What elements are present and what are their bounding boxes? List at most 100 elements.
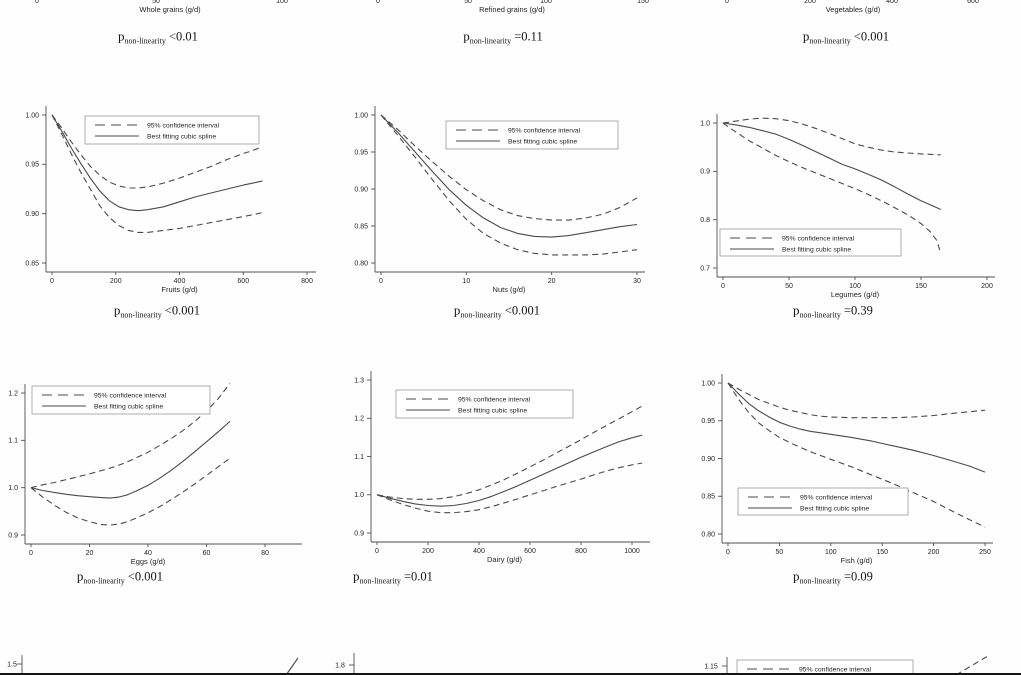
lower-ci-curve [727,382,986,528]
x-tick-label: 50 [464,0,472,5]
tick-label: 1.2 [8,390,18,397]
tick-label: 0.90 [354,186,368,193]
legend-box [736,659,914,675]
tick-label: 1.1 [354,454,364,461]
tick-label: 250 [979,549,991,556]
tick-label: 200 [981,283,993,290]
tick-label: 30 [633,278,641,285]
tick-label: 0.90 [25,211,39,218]
tick-label: 100 [849,283,861,290]
x-axis-title: Legumes (g/d) [831,290,880,299]
p-nonlinearity-fruits: pnon-linearity <0.001 [113,302,201,320]
p-nonlinearity-dairy: pnon-linearity =0.01 [353,568,433,586]
dashed-curve-fragment [955,655,989,675]
tick-label: 1.8 [335,663,345,670]
legend-box [31,385,211,415]
tick-label: 1.1 [8,438,18,445]
legend-label: 95% confidence interval [94,393,167,400]
legend-box [737,487,909,516]
x-tick-label: 50 [152,0,160,5]
tick-label: 0.95 [25,162,39,169]
legend-label: Best fitting cubic spline [800,506,869,513]
tick-label: 0 [721,283,725,290]
tick-label: 0.85 [701,494,715,501]
upper-ci-curve [30,383,231,489]
chart-fruits: 0.85 0.90 0.95 1.00 0 200 400 600 800 Fruits (g/d… [0,100,340,330]
chart-whole-grains-partial: 0 50 100 Whole grains (g/d) pnon-linearity <… [0,0,340,55]
legend-box [445,120,619,150]
spline-curve [376,434,643,507]
tick-label: 800 [301,278,313,285]
tick-label: 100 [825,549,837,556]
x-axis-title: Eggs (g/d) [131,557,166,566]
p-nonlinearity-refined-grains: pnon-linearity =0.11 [463,28,543,46]
plot-fruits: 0.85 0.90 0.95 1.00 0 200 400 600 800 Fruits (g/d… [25,106,316,294]
tick-label: 60 [203,550,211,557]
x-tick-label: 150 [637,0,649,5]
legend-label: Best fitting cubic spline [94,404,163,411]
lower-ci-curve [380,114,638,256]
x-axis-title: Dairy (g/d) [487,555,523,564]
upper-ci-curve [380,114,638,221]
p-nonlinearity-vegetables: pnon-linearity <0.001 [802,28,890,46]
tick-label: 1.00 [25,112,39,119]
tick-label: 0 [726,549,730,556]
x-tick-label: 100 [540,0,552,5]
plot-dairy: 0.9 1.0 1.1 1.2 1.3 0 200 400 600 800 1000 Dairy (g… [354,371,650,564]
legend-box [395,389,574,419]
legend-label: Best fitting cubic spline [508,139,577,146]
p-nonlinearity-nuts: pnon-linearity <0.001 [453,302,541,320]
tick-label: 600 [237,278,249,285]
plot-legumes: 0.7 0.8 0.9 1.0 0 50 100 150 200 Legumes (g/d) 95%… [700,114,995,299]
x-tick-label: 0 [376,0,380,5]
lower-ci-curve [376,462,643,514]
tick-label: 0 [29,550,33,557]
spline-curve [51,114,263,212]
lower-ci-curve [722,122,942,254]
tick-label: 0.85 [354,223,368,230]
spline-curve [722,122,942,211]
tick-label: 50 [785,283,793,290]
tick-label: 1.00 [354,112,368,119]
x-tick-label: 600 [967,0,979,5]
tick-label: 200 [422,548,434,555]
chart-legumes: 0.7 0.8 0.9 1.0 0 50 100 150 200 Legumes (g/d) 95%… [680,100,1021,330]
p-nonlinearity-eggs: pnon-linearity <0.001 [76,568,164,586]
p-nonlinearity-legumes: pnon-linearity =0.39 [793,302,873,320]
p-nonlinearity-fish: pnon-linearity =0.09 [793,568,873,586]
tick-label: 1.0 [354,492,364,499]
upper-ci-curve [727,382,986,419]
x-tick-label: 0 [35,0,39,5]
lower-ci-curve [30,457,231,526]
tick-label: 1.0 [700,120,710,127]
tick-label: 1.0 [8,485,18,492]
tick-label: 800 [575,548,587,555]
tick-label: 0.9 [354,530,364,537]
chart-dairy: 0.9 1.0 1.1 1.2 1.3 0 200 400 600 800 1000 Dairy (g… [340,365,680,595]
chart-fish: 0.80 0.85 0.90 0.95 1.00 0 50 100 150 200 250 Fish … [680,365,1021,595]
tick-label: 150 [915,283,927,290]
tick-label: 400 [473,548,485,555]
tick-label: 0.9 [8,532,18,539]
legend-box [719,228,902,257]
tick-label: 50 [776,549,784,556]
tick-label: 200 [110,278,122,285]
tick-label: 0.7 [700,265,710,272]
chart-row4-partial-strip: 1.5 1.8 1.15 95% confidence interval [0,645,1021,675]
legend-label: Best fitting cubic spline [147,134,216,141]
tick-label: 1.00 [701,380,715,387]
legend-label: Best fitting cubic spline [458,408,527,415]
x-axis-title: Fruits (g/d) [161,285,198,294]
tick-label: 1.2 [354,416,364,423]
tick-label: 40 [144,550,152,557]
tick-label: 0.80 [701,531,715,538]
chart-nuts: 0.80 0.85 0.90 0.95 1.00 0 10 20 30 Nuts (g/d) 95%… [340,100,680,330]
plot-row4-partial: 1.5 1.8 1.15 95% confidence interval [7,653,989,675]
x-axis-title: Whole grains (g/d) [139,5,201,14]
tick-label: 0.8 [700,217,710,224]
plot-eggs: 0.9 1.0 1.1 1.2 0 20 40 60 80 Eggs (g/d) 95% confi… [8,383,302,566]
tick-label: 0.90 [701,456,715,463]
x-tick-label: 100 [276,0,288,5]
legend-label: 95% confidence interval [799,667,872,674]
